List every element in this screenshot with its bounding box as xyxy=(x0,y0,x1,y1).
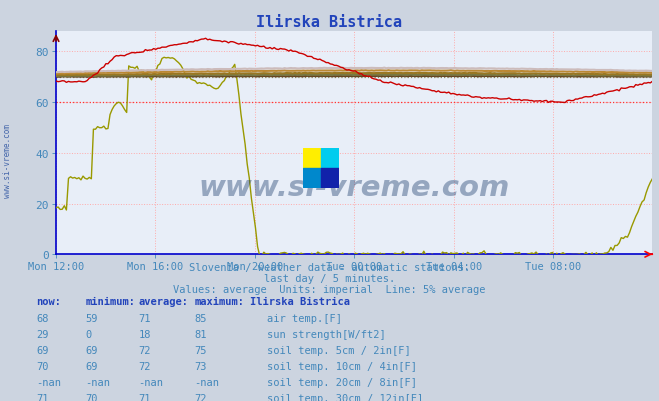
Text: 72: 72 xyxy=(194,393,207,401)
Text: 81: 81 xyxy=(194,329,207,339)
Text: -nan: -nan xyxy=(86,377,111,387)
Text: 85: 85 xyxy=(194,313,207,323)
Text: 29: 29 xyxy=(36,329,49,339)
Text: soil temp. 10cm / 4in[F]: soil temp. 10cm / 4in[F] xyxy=(267,361,417,371)
Text: 71: 71 xyxy=(138,393,151,401)
Text: -nan: -nan xyxy=(194,377,219,387)
Text: average:: average: xyxy=(138,297,188,307)
Text: soil temp. 30cm / 12in[F]: soil temp. 30cm / 12in[F] xyxy=(267,393,423,401)
Text: Ilirska Bistrica: Ilirska Bistrica xyxy=(250,297,351,307)
Text: minimum:: minimum: xyxy=(86,297,136,307)
Text: Values: average  Units: imperial  Line: 5% average: Values: average Units: imperial Line: 5%… xyxy=(173,285,486,295)
Text: sun strength[W/ft2]: sun strength[W/ft2] xyxy=(267,329,386,339)
Text: -nan: -nan xyxy=(36,377,61,387)
Bar xyxy=(322,148,339,168)
Text: 0: 0 xyxy=(86,329,92,339)
Text: soil temp. 5cm / 2in[F]: soil temp. 5cm / 2in[F] xyxy=(267,345,411,355)
Text: www.si-vreme.com: www.si-vreme.com xyxy=(198,174,510,202)
Text: 69: 69 xyxy=(86,345,98,355)
Text: 59: 59 xyxy=(86,313,98,323)
Text: 73: 73 xyxy=(194,361,207,371)
Text: last day / 5 minutes.: last day / 5 minutes. xyxy=(264,273,395,284)
Text: 72: 72 xyxy=(138,361,151,371)
Text: Ilirska Bistrica: Ilirska Bistrica xyxy=(256,15,403,30)
Text: 18: 18 xyxy=(138,329,151,339)
Text: 72: 72 xyxy=(138,345,151,355)
Bar xyxy=(303,148,322,168)
Text: 68: 68 xyxy=(36,313,49,323)
Text: 71: 71 xyxy=(138,313,151,323)
Bar xyxy=(303,168,322,188)
Text: air temp.[F]: air temp.[F] xyxy=(267,313,342,323)
Text: 69: 69 xyxy=(36,345,49,355)
Text: soil temp. 20cm / 8in[F]: soil temp. 20cm / 8in[F] xyxy=(267,377,417,387)
Text: 70: 70 xyxy=(36,361,49,371)
Text: 70: 70 xyxy=(86,393,98,401)
Text: maximum:: maximum: xyxy=(194,297,244,307)
Text: 71: 71 xyxy=(36,393,49,401)
Text: now:: now: xyxy=(36,297,61,307)
Text: -nan: -nan xyxy=(138,377,163,387)
Bar xyxy=(322,168,339,188)
Text: Slovenia / weather data - automatic stations.: Slovenia / weather data - automatic stat… xyxy=(189,263,470,273)
Text: 75: 75 xyxy=(194,345,207,355)
Text: www.si-vreme.com: www.si-vreme.com xyxy=(3,124,13,197)
Text: 69: 69 xyxy=(86,361,98,371)
